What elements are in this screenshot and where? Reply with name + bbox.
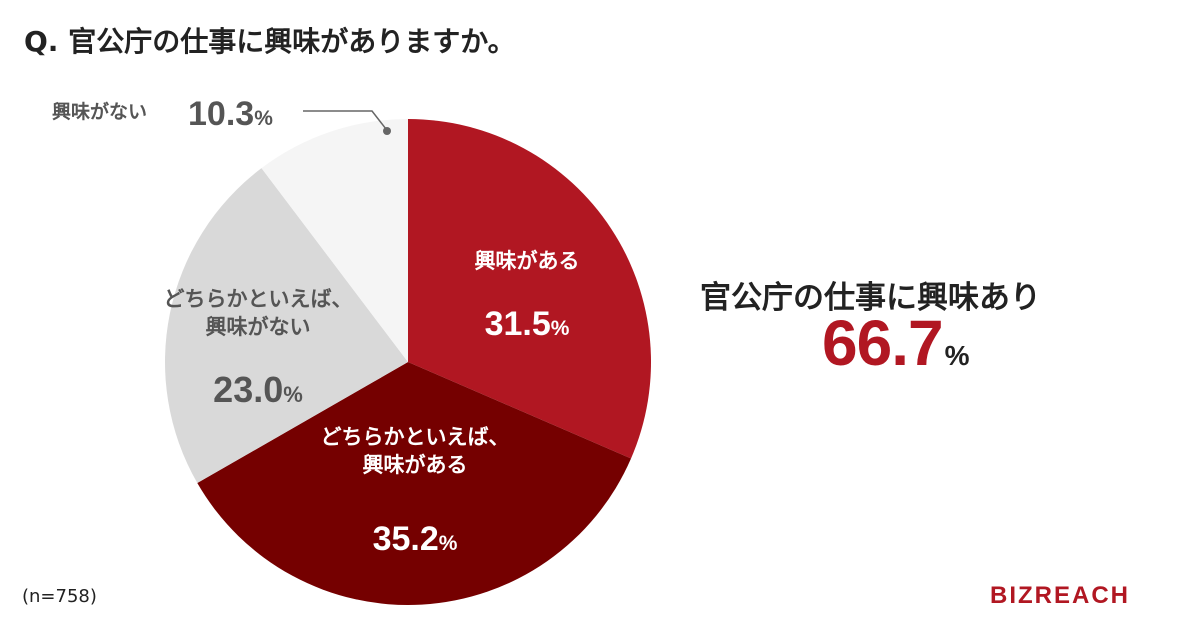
summary-value: 66.7 <box>822 307 944 379</box>
slice-value: 10.3% <box>188 95 273 133</box>
pie-slice <box>197 362 632 605</box>
summary-label: 官公庁の仕事に興味あり <box>700 280 1041 316</box>
sample-size-note: (n=758) <box>22 586 97 607</box>
callout-line <box>303 110 387 130</box>
slice-value: 23.0% <box>213 369 303 410</box>
pie-slice <box>408 119 652 459</box>
summary-value-group: 66.7% <box>822 306 969 380</box>
pie-slice <box>165 168 408 484</box>
slice-label: 興味がない <box>206 315 311 339</box>
question-title: Q. 官公庁の仕事に興味がありますか。 <box>24 25 516 58</box>
slice-label: 興味がある <box>363 453 468 477</box>
pie-slice <box>261 119 408 362</box>
slice-label: 興味がある <box>475 249 580 273</box>
callout-dot <box>383 127 391 135</box>
slice-label: どちらかといえば、 <box>321 425 510 449</box>
bizreach-logo: BIZREACH <box>990 582 1130 609</box>
slice-label: 興味がない <box>52 100 147 123</box>
slice-value: 35.2% <box>373 520 458 558</box>
slice-label: どちらかといえば、 <box>164 287 353 311</box>
slice-value: 31.5% <box>485 305 570 343</box>
summary-unit: % <box>944 340 970 371</box>
